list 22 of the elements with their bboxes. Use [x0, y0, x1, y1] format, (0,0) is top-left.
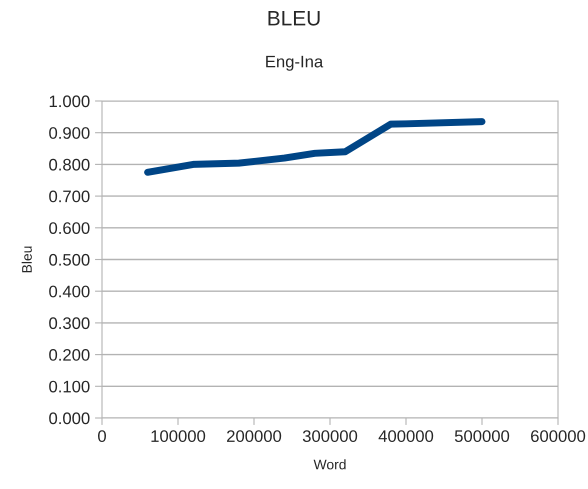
x-tick-label: 400000 [378, 430, 434, 442]
y-tick-label: 0.600 [49, 222, 90, 234]
x-axis-title: Word [314, 459, 346, 470]
x-tick-label: 0 [98, 430, 106, 442]
x-tick-label: 600000 [531, 430, 586, 442]
x-tick-label: 500000 [454, 430, 510, 442]
y-tick-label: 1.000 [50, 95, 90, 108]
y-tick-label: 0.000 [49, 412, 90, 424]
y-tick-label: 0.200 [49, 349, 90, 361]
y-tick-label: 0.500 [49, 254, 90, 266]
x-tick-label: 300000 [302, 430, 358, 442]
y-tick-label: 0.800 [49, 158, 90, 171]
y-tick-label: 0.100 [49, 380, 90, 393]
chart-subtitle: Eng-Ina [266, 56, 324, 71]
y-tick-label: 0.700 [49, 190, 90, 202]
chart-title: BLEU [268, 11, 320, 26]
y-tick-label: 0.400 [49, 286, 90, 298]
x-tick-label: 100000 [151, 430, 206, 442]
y-tick-label: 0.900 [49, 127, 90, 139]
y-tick-label: 0.300 [49, 317, 90, 330]
y-axis-title: Bleu [22, 246, 32, 272]
x-tick-label: 200000 [227, 430, 282, 442]
